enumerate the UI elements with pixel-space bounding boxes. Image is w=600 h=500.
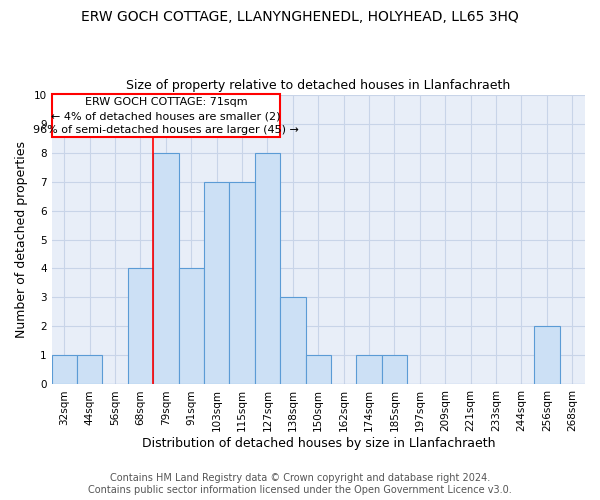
Bar (305, 356, 331, 384)
Text: ERW GOCH COTTAGE, LLANYNGHENEDL, HOLYHEAD, LL65 3HQ: ERW GOCH COTTAGE, LLANYNGHENEDL, HOLYHEA… (81, 10, 519, 24)
Bar (52, 356, 77, 384)
Bar (128, 268, 153, 384)
Bar (280, 298, 305, 384)
Bar (229, 182, 255, 384)
Bar (77, 356, 103, 384)
Bar (204, 182, 229, 384)
Bar (179, 268, 204, 384)
Bar (356, 356, 382, 384)
Bar (255, 152, 280, 384)
Title: Size of property relative to detached houses in Llanfachraeth: Size of property relative to detached ho… (126, 79, 511, 92)
Bar (382, 356, 407, 384)
Text: ← 4% of detached houses are smaller (2): ← 4% of detached houses are smaller (2) (51, 111, 281, 121)
Bar (534, 326, 560, 384)
Text: 96% of semi-detached houses are larger (45) →: 96% of semi-detached houses are larger (… (33, 126, 299, 136)
Bar (153, 152, 179, 384)
Text: Contains HM Land Registry data © Crown copyright and database right 2024.
Contai: Contains HM Land Registry data © Crown c… (88, 474, 512, 495)
X-axis label: Distribution of detached houses by size in Llanfachraeth: Distribution of detached houses by size … (142, 437, 495, 450)
Text: ERW GOCH COTTAGE: 71sqm: ERW GOCH COTTAGE: 71sqm (85, 97, 247, 107)
Bar (52, 94, 280, 136)
Y-axis label: Number of detached properties: Number of detached properties (15, 141, 28, 338)
